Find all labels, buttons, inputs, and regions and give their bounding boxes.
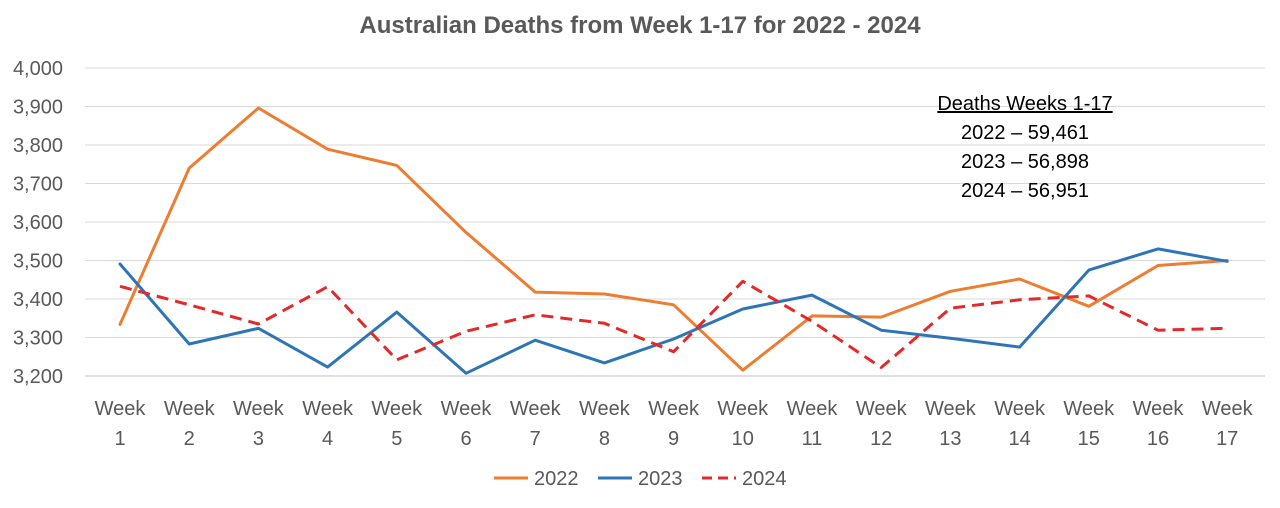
x-tick-label: Week 8 [579,398,631,450]
totals-annotation: Deaths Weeks 1-17 2022 – 59,461 2023 – 5… [905,90,1145,206]
x-tick-label: Week 3 [233,398,285,450]
x-tick-label: Week 9 [648,398,700,450]
y-tick-label: 3,400 [13,289,63,311]
y-axis-ticks: 3,200 3,300 3,400 3,500 3,600 3,700 3,800 3,900… [13,58,63,388]
legend-label-2023: 2023 [638,468,683,490]
annotation-heading: Deaths Weeks 1-17 [937,93,1113,115]
annotation-line-2022: 2022 – 59,461 [961,122,1089,144]
x-tick-label: Week 16 [1133,398,1185,450]
x-tick-label: Week 15 [1063,398,1115,450]
x-tick-label: Week 14 [994,398,1046,450]
x-tick-label: Week 2 [164,398,216,450]
x-tick-label: Week 13 [925,398,977,450]
x-tick-label: Week 12 [856,398,908,450]
legend-label-2024: 2024 [742,468,787,490]
x-tick-label: Week 1 [95,398,147,450]
legend-label-2022: 2022 [534,468,579,490]
annotation-line-2023: 2023 – 56,898 [961,151,1089,173]
x-tick-label: Week 5 [371,398,423,450]
annotation-line-2024: 2024 – 56,951 [961,180,1089,202]
x-tick-label: Week 17 [1202,398,1254,450]
series-line-2023 [118,247,1229,375]
chart-title: Australian Deaths from Week 1-17 for 202… [359,12,921,39]
y-tick-label: 3,700 [13,174,63,196]
x-axis-ticks: Week 1 Week 2 Week 3 Week 4 Week 5 Week 6 Week 7 Week 8… [95,398,1254,450]
y-tick-label: 3,800 [13,135,63,157]
series-lines [118,106,1229,375]
x-tick-label: Week 11 [787,398,839,450]
x-tick-label: Week 10 [717,398,769,450]
series-line-2024 [119,279,1228,369]
x-tick-label: Week 7 [510,398,562,450]
y-tick-label: 3,300 [13,328,63,350]
y-tick-label: 3,200 [13,366,63,388]
y-tick-label: 3,900 [13,97,63,119]
series-line-2022 [118,106,1229,372]
x-tick-label: Week 4 [302,398,354,450]
y-tick-label: 3,600 [13,212,63,234]
x-tick-label: Week 6 [441,398,493,450]
y-tick-label: 4,000 [13,58,63,80]
y-tick-label: 3,500 [13,251,63,273]
legend: 2022 2023 2024 [494,468,787,490]
